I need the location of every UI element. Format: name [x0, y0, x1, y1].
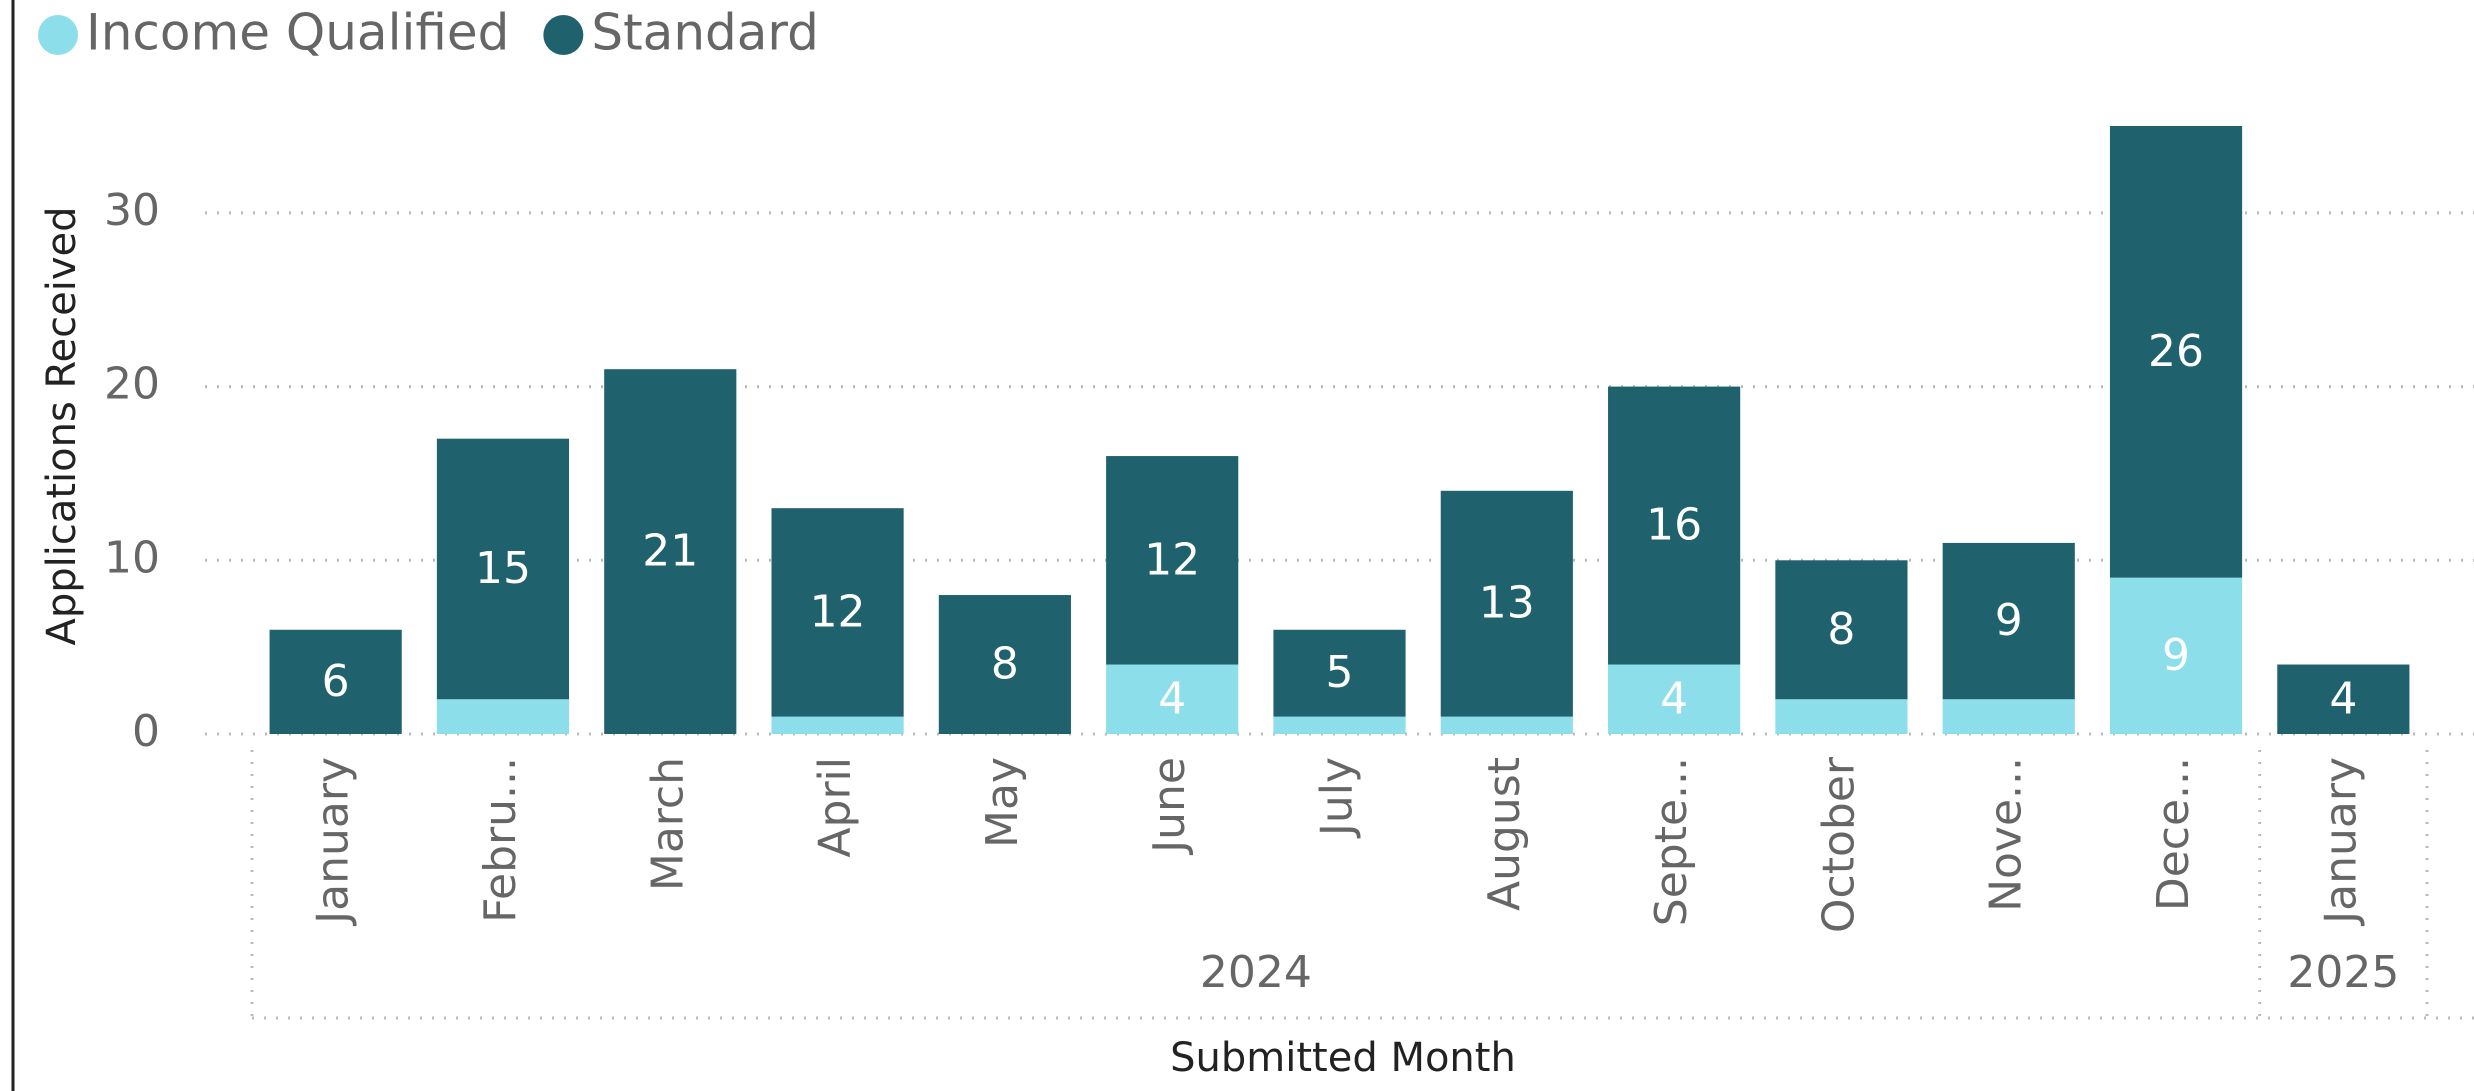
bar-segment — [269, 629, 402, 734]
bar-segment — [771, 508, 904, 717]
data-label: 9 — [2162, 630, 2190, 681]
x-tick-label: July — [1312, 757, 1363, 839]
bar-segment — [1273, 716, 1406, 734]
legend-label: Income Qualified — [86, 4, 509, 62]
bar-segment — [1942, 542, 2075, 700]
x-axis-title: Submitted Month — [1170, 1035, 1516, 1081]
legend-swatch — [543, 15, 584, 55]
bar-segment — [1106, 456, 1239, 665]
data-label: 13 — [1479, 578, 1535, 629]
x-tick-label: January — [308, 757, 359, 927]
x-tick-label: Septe... — [1646, 757, 1697, 926]
bar-segment — [1440, 490, 1573, 717]
x-group-label: 2024 — [1200, 947, 1312, 998]
y-tick-label: 20 — [104, 359, 160, 410]
data-label: 9 — [1995, 595, 2023, 646]
x-tick-label: January — [2315, 757, 2366, 927]
x-tick-label: Febru... — [475, 757, 526, 923]
data-label: 8 — [991, 639, 1019, 690]
data-label: 12 — [810, 586, 866, 637]
y-tick-label: 0 — [132, 706, 160, 757]
x-tick-label: May — [977, 757, 1028, 848]
bar-segment — [2109, 126, 2243, 578]
x-tick-label: Dece... — [2148, 757, 2199, 911]
legend-swatch — [38, 15, 78, 55]
data-label: 12 — [1144, 534, 1200, 585]
data-label: 6 — [322, 656, 350, 707]
bar-segment — [938, 595, 1071, 734]
bar-segment — [1608, 386, 1741, 665]
x-tick-label: April — [810, 757, 861, 858]
y-tick-label: 10 — [104, 532, 160, 583]
data-label: 8 — [1827, 604, 1855, 655]
y-axis-title: Applications Received — [39, 206, 85, 645]
data-label: 16 — [1646, 500, 1702, 551]
bar-segment — [436, 438, 570, 700]
bar-segment — [1106, 664, 1239, 734]
x-tick-label: October — [1813, 756, 1864, 933]
x-tick-label: June — [1144, 757, 1195, 856]
data-label: 21 — [642, 526, 698, 577]
data-label: 5 — [1326, 647, 1354, 698]
bar-segment — [2277, 664, 2410, 734]
data-label: 4 — [1158, 673, 1186, 724]
bar-segment — [604, 369, 737, 734]
bar-segment — [1775, 699, 1908, 734]
bar-segment — [436, 699, 570, 734]
bar-segment — [1775, 560, 1908, 700]
bar-segment — [2109, 577, 2243, 734]
bar-segment — [1942, 699, 2075, 734]
y-tick-label: 30 — [104, 185, 160, 236]
x-tick-label: August — [1479, 757, 1530, 911]
x-group-label: 2025 — [2287, 947, 2399, 998]
data-label: 26 — [2148, 326, 2204, 377]
data-label: 4 — [2329, 673, 2357, 724]
x-tick-label: March — [642, 757, 693, 891]
data-label: 4 — [1660, 673, 1688, 724]
legend-label: Standard — [591, 4, 818, 62]
data-label: 15 — [475, 543, 531, 594]
bar-segment — [1273, 629, 1406, 717]
bar-segment — [771, 716, 904, 734]
bar-segment — [1608, 664, 1741, 734]
bar-segment — [1440, 716, 1573, 734]
x-tick-label: Nove... — [1981, 757, 2032, 912]
